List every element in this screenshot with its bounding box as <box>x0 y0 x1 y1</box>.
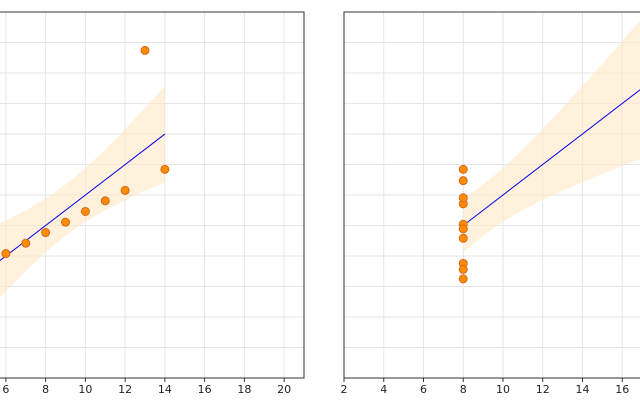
point <box>458 193 468 203</box>
point <box>100 196 110 206</box>
x-tick-label: 4 <box>380 383 387 396</box>
x-tick-label: 6 <box>420 383 427 396</box>
point <box>458 233 468 243</box>
point <box>21 238 31 248</box>
point <box>458 176 468 186</box>
x-tick-label: 6 <box>2 383 9 396</box>
x-tick-label: 12 <box>118 383 132 396</box>
x-tick-label: 12 <box>536 383 550 396</box>
point <box>458 224 468 234</box>
plot-frame <box>0 11 305 379</box>
point <box>160 164 170 174</box>
regression-line <box>0 133 166 262</box>
point <box>61 217 71 227</box>
x-tick-label: 10 <box>78 383 92 396</box>
point <box>41 228 51 238</box>
x-tick-label: 16 <box>198 383 212 396</box>
x-tick-label: 8 <box>460 383 467 396</box>
point <box>458 274 468 284</box>
x-tick-label: 14 <box>158 383 172 396</box>
x-tick-label: 18 <box>237 383 251 396</box>
confidence-band <box>463 20 640 253</box>
x-tick-label: 2 <box>341 383 348 396</box>
x-tick-label: 16 <box>615 383 629 396</box>
point <box>458 264 468 274</box>
point <box>80 206 90 216</box>
point <box>140 45 150 55</box>
point <box>1 249 11 259</box>
x-tick-label: 8 <box>42 383 49 396</box>
point <box>458 164 468 174</box>
x-tick-label: 10 <box>496 383 510 396</box>
x-tick-label: 14 <box>575 383 589 396</box>
point <box>120 185 130 195</box>
confidence-band <box>0 85 165 298</box>
regression-line <box>462 89 640 226</box>
x-tick-label: 20 <box>277 383 291 396</box>
plot-frame <box>343 11 640 379</box>
